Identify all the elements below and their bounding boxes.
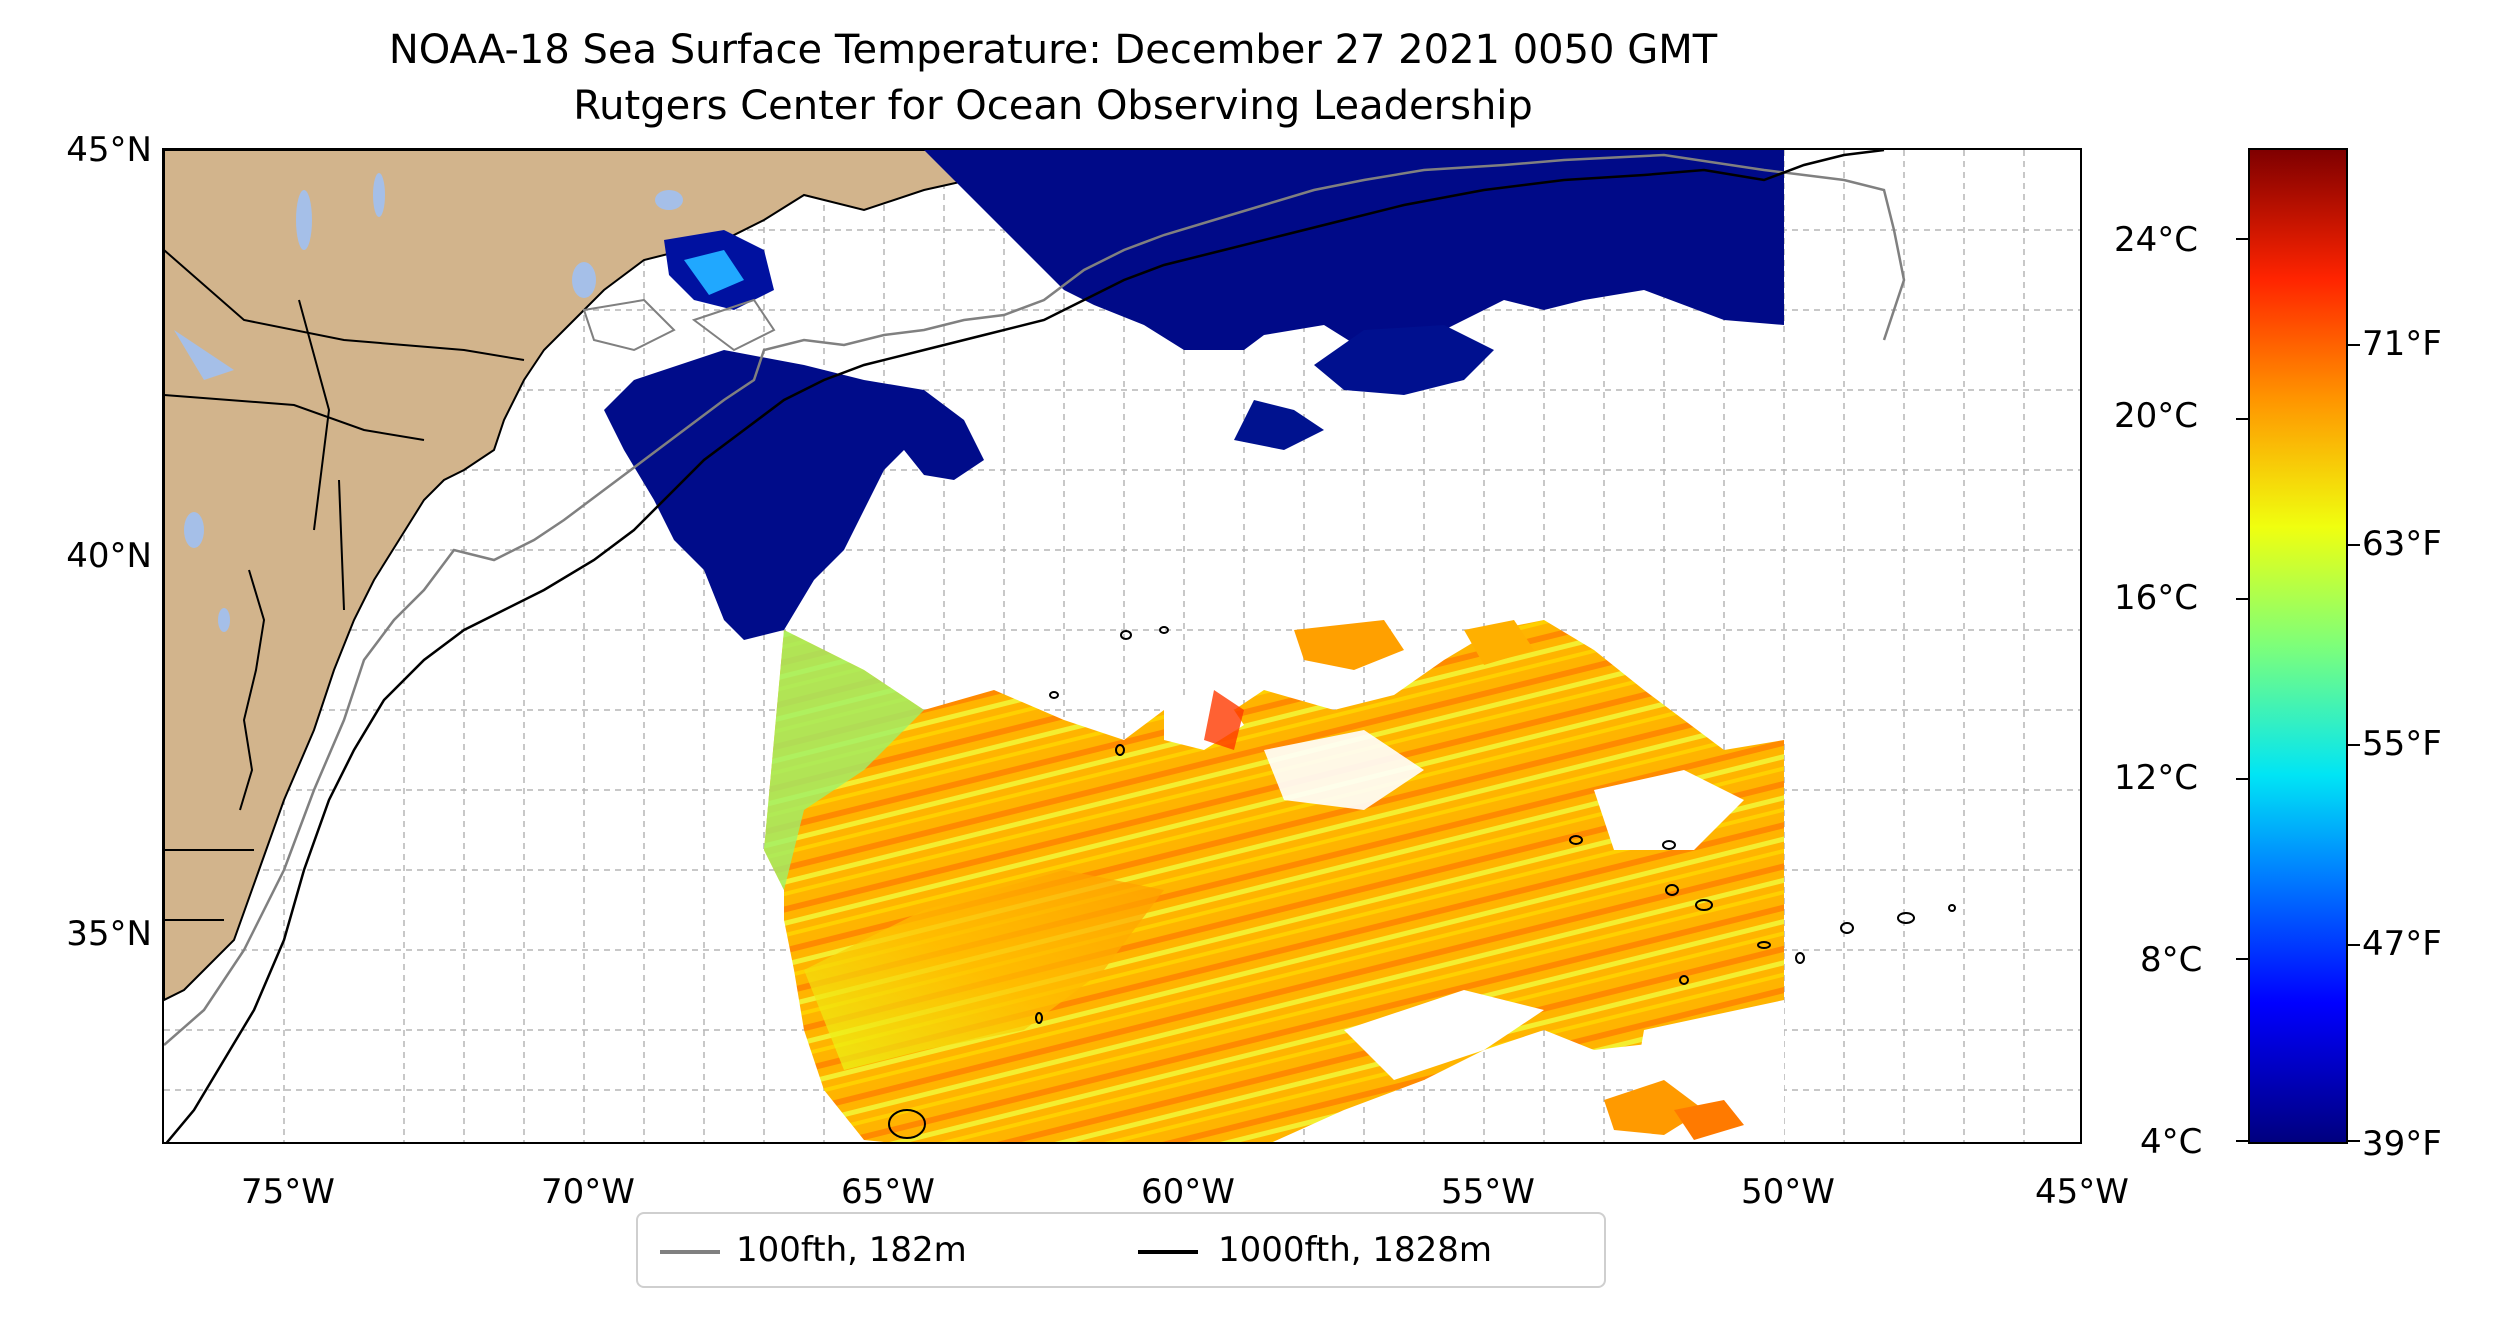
colorbar-label-4c: 4°C xyxy=(2140,1122,2203,1162)
lon-label-70w: 70°W xyxy=(541,1172,635,1212)
lon-label-60w: 60°W xyxy=(1141,1172,1235,1212)
colorbar-label-16c: 16°C xyxy=(2114,578,2199,618)
colorbar-label-71f: 71°F xyxy=(2362,324,2442,364)
legend-label-100fth: 100fth, 182m xyxy=(736,1230,967,1270)
isobath-100fth-line xyxy=(164,153,1906,1046)
lat-label-45n: 45°N xyxy=(66,130,152,170)
chart-subtitle: Rutgers Center for Ocean Observing Leade… xyxy=(573,83,1533,129)
inland-water xyxy=(174,173,683,632)
colorbar-tick-c xyxy=(2236,418,2248,420)
legend-swatch-1000fth xyxy=(1138,1250,1198,1254)
chart-title: NOAA-18 Sea Surface Temperature: Decembe… xyxy=(388,27,1718,73)
colorbar-tick-c xyxy=(2236,958,2248,960)
colorbar-tick-c xyxy=(2236,598,2248,600)
legend-swatch-100fth xyxy=(660,1250,720,1254)
legend: 100fth, 182m 1000fth, 1828m xyxy=(636,1212,1606,1288)
colorbar-tick-c xyxy=(2236,238,2248,240)
colorbar-tick-c xyxy=(2236,778,2248,780)
legend-label-1000fth: 1000fth, 1828m xyxy=(1218,1230,1493,1270)
map-area xyxy=(162,148,2082,1144)
lat-label-35n: 35°N xyxy=(66,914,152,954)
colorbar-tick-c xyxy=(2236,1140,2248,1142)
seamount-contours xyxy=(888,626,1956,1139)
lon-label-65w: 65°W xyxy=(841,1172,935,1212)
land-mass xyxy=(164,150,1046,1002)
lon-label-75w: 75°W xyxy=(241,1172,335,1212)
sst-warm-region xyxy=(764,620,1784,1142)
lon-label-50w: 50°W xyxy=(1741,1172,1835,1212)
colorbar-tick-f xyxy=(2348,344,2360,346)
isobath-100fth-islands xyxy=(582,298,776,352)
colorbar-tick-f xyxy=(2348,1140,2360,1142)
colorbar-label-24c: 24°C xyxy=(2114,220,2199,260)
sst-colorbar xyxy=(2248,148,2348,1144)
colorbar-tick-f xyxy=(2348,744,2360,746)
colorbar-label-47f: 47°F xyxy=(2362,924,2442,964)
colorbar-label-39f: 39°F xyxy=(2362,1124,2442,1164)
lon-label-45w: 45°W xyxy=(2035,1172,2129,1212)
colorbar-tick-f xyxy=(2348,944,2360,946)
lon-label-55w: 55°W xyxy=(1441,1172,1535,1212)
colorbar-tick-f xyxy=(2348,544,2360,546)
colorbar-label-12c: 12°C xyxy=(2114,758,2199,798)
lat-label-40n: 40°N xyxy=(66,536,152,576)
colorbar-label-8c: 8°C xyxy=(2140,940,2203,980)
isobath-1000fth-line xyxy=(165,150,1885,1142)
colorbar-label-55f: 55°F xyxy=(2362,724,2442,764)
colorbar-label-20c: 20°C xyxy=(2114,396,2199,436)
map-svg xyxy=(164,150,2080,1142)
colorbar-label-63f: 63°F xyxy=(2362,524,2442,564)
